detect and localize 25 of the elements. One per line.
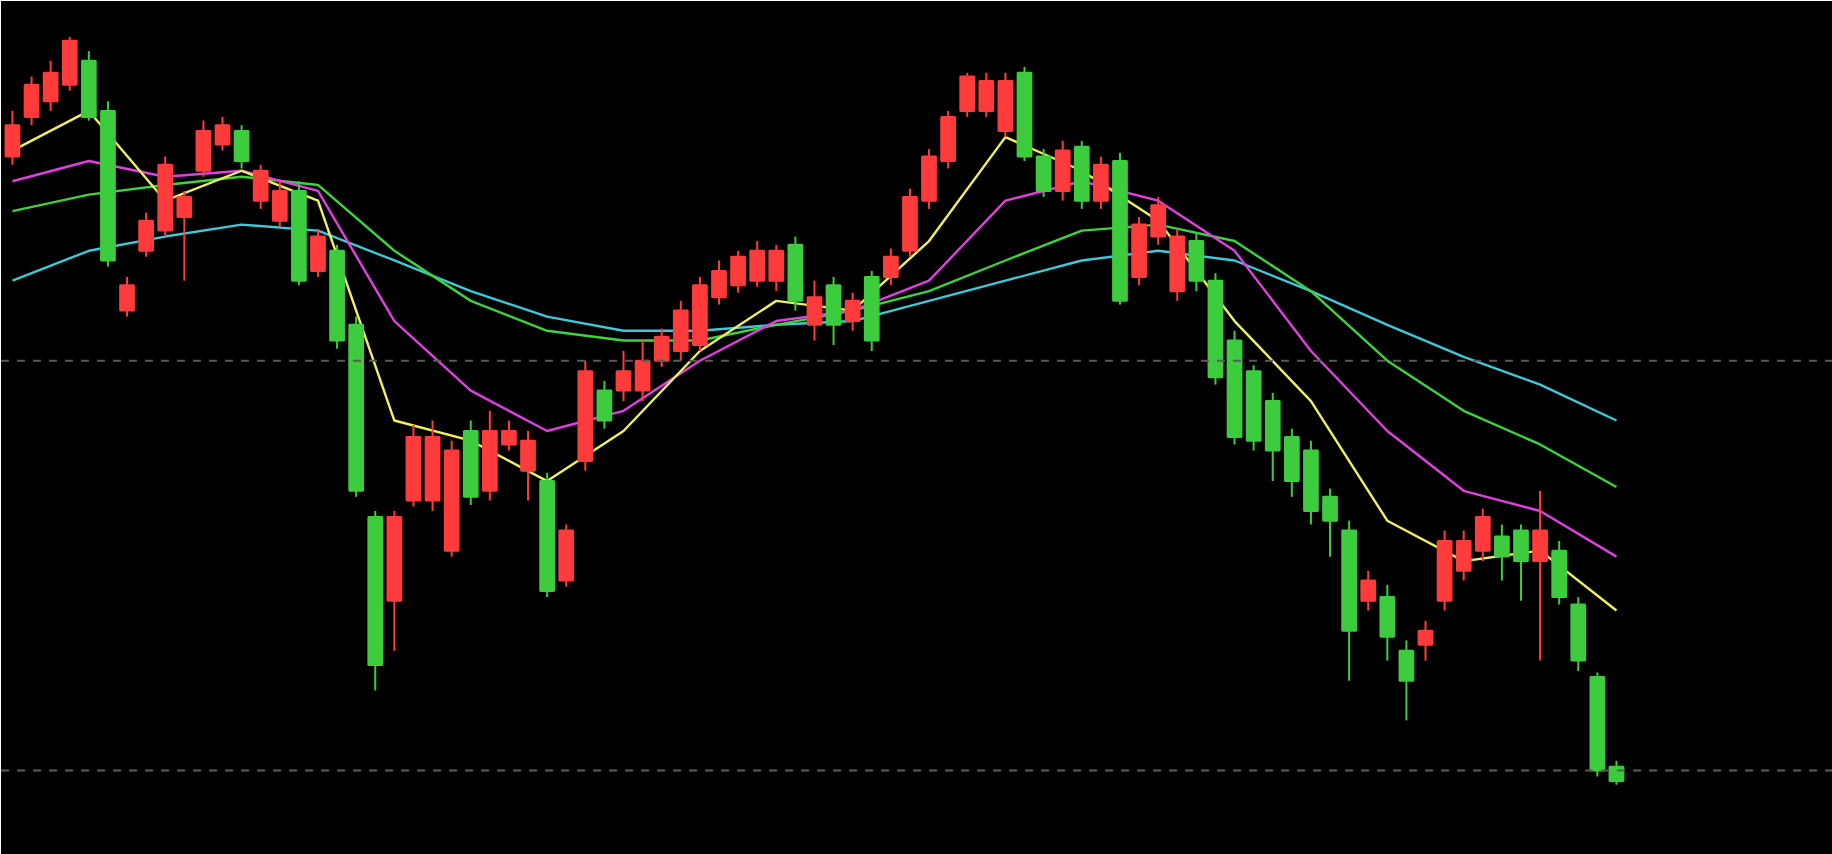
candlestick — [23, 75, 40, 127]
candlestick — [825, 275, 842, 346]
candlestick — [596, 379, 613, 430]
candlestick — [615, 349, 632, 403]
candlestick — [1379, 584, 1396, 662]
candlestick — [634, 339, 651, 403]
candlestick — [1054, 139, 1071, 202]
candlestick — [1398, 639, 1415, 722]
candlestick — [195, 119, 212, 178]
candlestick — [1188, 231, 1205, 293]
candlestick — [882, 247, 899, 287]
candlestick — [4, 109, 21, 166]
candlestick — [1608, 759, 1625, 786]
candlestick — [310, 228, 326, 278]
candlestick — [806, 279, 823, 342]
candlestick — [1551, 539, 1568, 606]
candlestick — [1417, 619, 1434, 662]
candlestick — [214, 115, 231, 152]
candlestick — [844, 291, 861, 332]
candlestick — [1035, 148, 1052, 198]
candlestick — [1532, 489, 1548, 662]
candlestick — [119, 275, 135, 318]
candlestick — [1360, 569, 1377, 612]
candlestick — [1093, 155, 1109, 210]
candlestick — [233, 124, 250, 170]
